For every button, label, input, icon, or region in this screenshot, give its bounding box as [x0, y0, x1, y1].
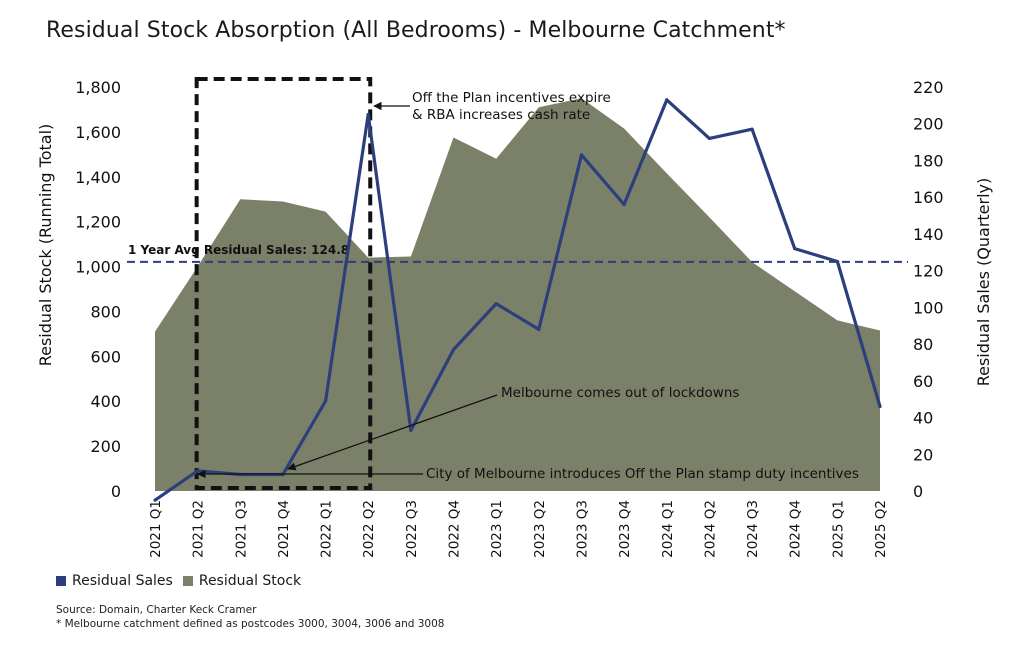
x-tick-label: 2023 Q3	[574, 500, 590, 558]
x-tick-label: 2023 Q4	[617, 500, 633, 558]
y-left-tick-label: 0	[111, 482, 121, 501]
residual-sales-point	[409, 428, 413, 432]
x-tick-label: 2024 Q4	[788, 500, 804, 558]
y-left-tick-label: 1,800	[75, 78, 121, 97]
x-tick-label: 2021 Q2	[191, 500, 207, 558]
residual-sales-point	[366, 112, 370, 117]
residual-sales-point	[323, 399, 328, 403]
x-tick-label: 2022 Q3	[404, 500, 420, 558]
y-right-tick-label: 120	[913, 262, 944, 281]
residual-sales-point	[707, 136, 712, 141]
y-right-tick-label: 20	[913, 445, 933, 464]
legend-label-residual-sales: Residual Sales	[72, 573, 173, 589]
legend-swatch-residual-sales	[56, 576, 66, 586]
source-note: Source: Domain, Charter Keck Cramer	[56, 604, 257, 616]
catchment-note: * Melbourne catchment defined as postcod…	[56, 618, 445, 630]
y-right-tick-label: 220	[913, 78, 944, 97]
chart-title: Residual Stock Absorption (All Bedrooms)…	[46, 18, 786, 43]
residual-sales-point	[494, 302, 498, 306]
x-tick-label: 2022 Q1	[319, 500, 335, 558]
avg-residual-sales-label: 1 Year Avg Residual Sales: 124.8	[128, 243, 349, 257]
y-right-tick-label: 40	[913, 409, 933, 428]
highlight-box	[194, 77, 373, 490]
residual-sales-point	[579, 153, 584, 157]
x-tick-label: 2021 Q3	[233, 500, 249, 558]
y-left-axis-title: Residual Stock (Running Total)	[36, 124, 55, 367]
y-left-tick-label: 400	[90, 392, 121, 411]
x-tick-label: 2023 Q1	[489, 500, 505, 558]
y-right-tick-label: 160	[913, 188, 944, 207]
y-left-tick-label: 1,400	[75, 168, 121, 187]
residual-sales-point	[835, 259, 839, 264]
y-right-tick-label: 200	[913, 115, 944, 134]
annotation-otp-expire-line2: & RBA increases cash rate	[412, 107, 590, 123]
x-tick-label: 2021 Q1	[148, 500, 164, 558]
residual-sales-point	[622, 202, 626, 207]
y-left-tick-label: 600	[90, 347, 121, 366]
x-tick-label: 2024 Q2	[702, 500, 718, 558]
x-tick-label: 2024 Q3	[745, 500, 761, 558]
legend-label-residual-stock: Residual Stock	[198, 573, 302, 589]
residual-sales-point	[451, 348, 456, 352]
residual-sales-point	[750, 127, 754, 131]
y-right-tick-label: 0	[913, 482, 923, 501]
x-tick-label: 2022 Q2	[361, 500, 377, 558]
annotation-otp-expire-line1: Off the Plan incentives expire	[412, 90, 611, 106]
y-left-tick-label: 1,200	[75, 213, 121, 232]
y-right-tick-label: 140	[913, 225, 944, 244]
y-left-tick-label: 200	[90, 437, 121, 456]
y-right-tick-label: 80	[913, 335, 933, 354]
x-tick-label: 2021 Q4	[276, 500, 292, 558]
residual-sales-point	[793, 247, 797, 251]
x-tick-label: 2025 Q2	[873, 500, 889, 558]
residual-sales-point	[153, 498, 157, 502]
y-left-tick-label: 800	[90, 302, 121, 321]
y-left-tick-label: 1,600	[75, 123, 121, 142]
x-tick-label: 2024 Q1	[660, 500, 676, 558]
legend-item-residual-stock: Residual Stock	[182, 573, 302, 589]
footnotes: Source: Domain, Charter Keck Cramer * Me…	[56, 603, 444, 631]
residual-stock-area	[155, 98, 880, 491]
y-right-tick-label: 180	[913, 151, 944, 170]
residual-sales-point	[665, 98, 669, 102]
residual-sales-point	[196, 469, 200, 473]
y-left-tick-label: 1,000	[75, 258, 121, 277]
y-right-axis-title: Residual Sales (Quarterly)	[974, 178, 993, 387]
y-right-tick-label: 100	[913, 298, 944, 317]
annotation-lockdowns-arrow	[287, 394, 498, 471]
legend: Residual Sales Residual Stock	[56, 573, 311, 589]
y-right-tick-label: 60	[913, 372, 933, 391]
x-tick-label: 2022 Q4	[447, 500, 463, 558]
x-tick-label: 2025 Q1	[830, 500, 846, 558]
residual-sales-point	[878, 404, 882, 409]
legend-item-residual-sales: Residual Sales	[56, 573, 173, 589]
legend-swatch-residual-stock	[182, 576, 193, 586]
residual-sales-point	[537, 327, 541, 331]
x-tick-label: 2023 Q2	[532, 500, 548, 558]
annotation-stamp-duty: City of Melbourne introduces Off the Pla…	[426, 466, 859, 482]
annotation-lockdowns: Melbourne comes out of lockdowns	[501, 385, 739, 401]
